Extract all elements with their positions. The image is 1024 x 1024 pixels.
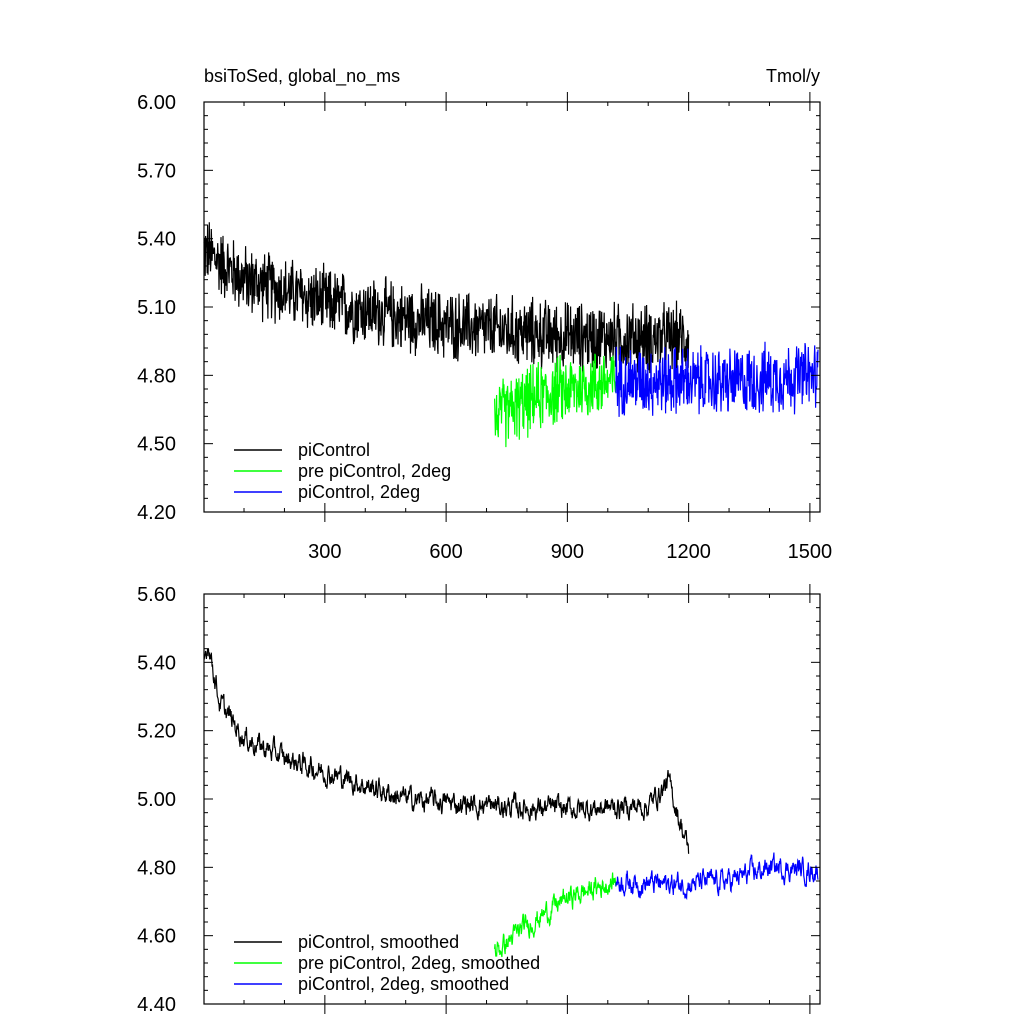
legend-label-2: piControl, 2deg bbox=[298, 482, 420, 502]
y-tick-label: 5.40 bbox=[137, 229, 176, 251]
x-tick-label: 900 bbox=[551, 541, 584, 563]
y-tick-label: 5.70 bbox=[137, 160, 176, 182]
legend-label-2: piControl, 2deg, smoothed bbox=[298, 974, 509, 994]
legend-label-0: piControl, smoothed bbox=[298, 932, 459, 952]
y-tick-label: 5.60 bbox=[137, 584, 176, 606]
title-right: Tmol/y bbox=[766, 66, 820, 86]
bottom-plot: 4.40 4.60 4.80 5.00 5.20 5.40 5.60 piControl, s… bbox=[137, 584, 821, 1016]
top-plot: 4.20 4.50 4.80 5.10 5.40 5.70 6.00 300 600 900 120… bbox=[137, 92, 832, 563]
legend-label-1: pre piControl, 2deg bbox=[298, 461, 451, 481]
x-tick-label: 1500 bbox=[788, 541, 833, 563]
series-line-1 bbox=[494, 872, 617, 958]
series-line-0 bbox=[203, 648, 690, 854]
legend-label-0: piControl bbox=[298, 440, 370, 460]
series-line-2 bbox=[615, 341, 819, 417]
y-tick-label: 4.60 bbox=[137, 926, 176, 948]
x-tick-label: 300 bbox=[308, 541, 341, 563]
y-tick-label: 4.80 bbox=[137, 365, 176, 387]
y-tick-label: 5.20 bbox=[137, 721, 176, 743]
y-tick-label: 5.10 bbox=[137, 297, 176, 319]
y-tick-label: 4.50 bbox=[137, 434, 176, 456]
title-left: bsiToSed, global_no_ms bbox=[204, 66, 400, 87]
y-tick-label: 5.40 bbox=[137, 652, 176, 674]
x-tick-label: 600 bbox=[429, 541, 462, 563]
y-tick-label: 4.40 bbox=[137, 994, 176, 1016]
y-tick-label: 6.00 bbox=[137, 92, 176, 114]
series-line-1 bbox=[494, 353, 617, 448]
y-tick-label: 4.80 bbox=[137, 857, 176, 879]
y-tick-label: 5.00 bbox=[137, 789, 176, 811]
legend-label-1: pre piControl, 2deg, smoothed bbox=[298, 953, 540, 973]
x-tick-label: 1200 bbox=[666, 541, 711, 563]
series-line-2 bbox=[615, 852, 819, 901]
series-line-0 bbox=[203, 222, 690, 374]
y-tick-label: 4.20 bbox=[137, 502, 176, 524]
